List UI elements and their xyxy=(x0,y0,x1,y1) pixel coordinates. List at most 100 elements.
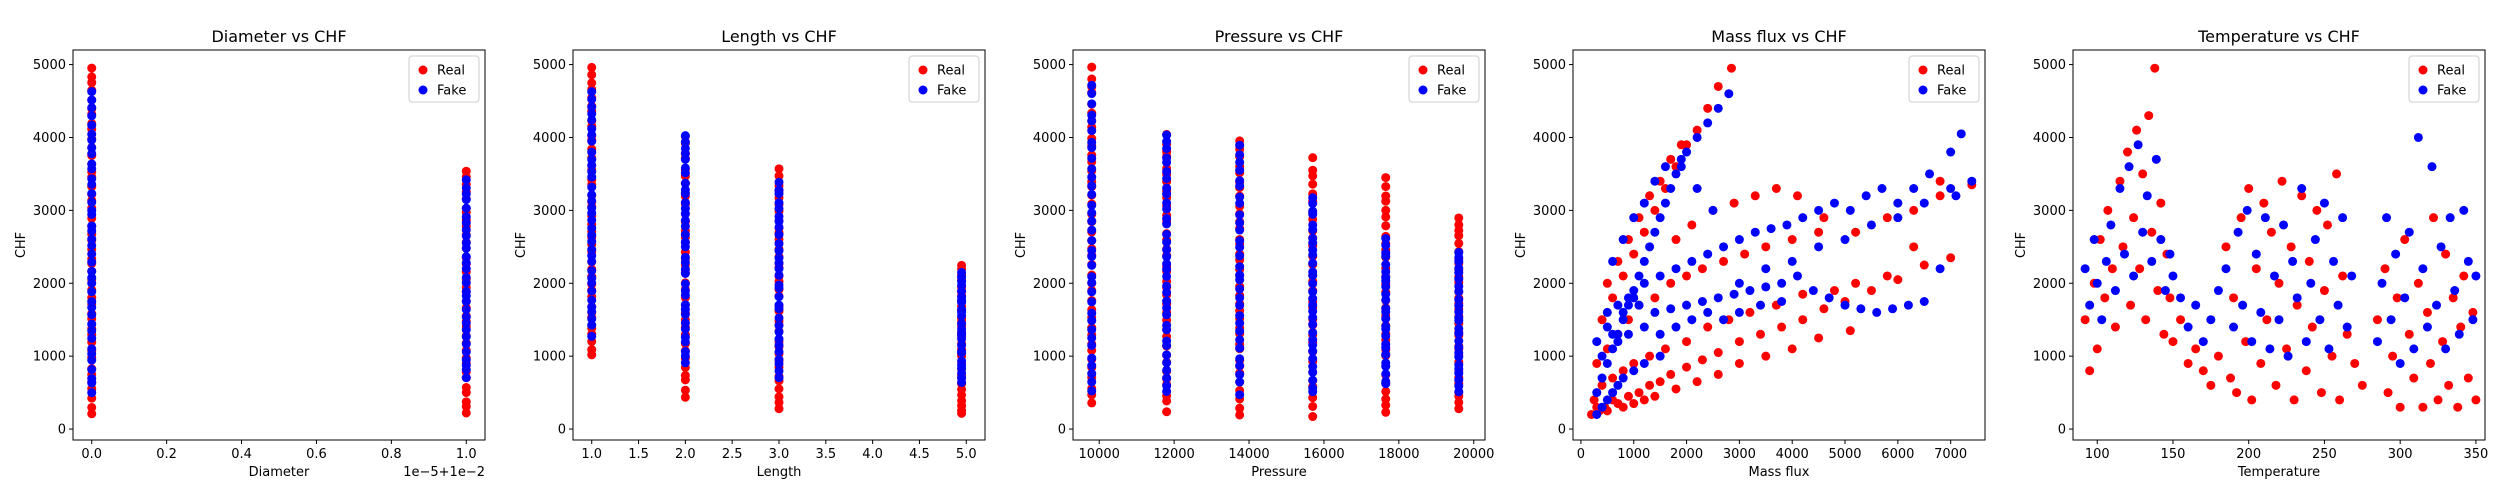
x-axis-label: Length xyxy=(757,465,802,480)
series-real-point xyxy=(2256,358,2266,368)
y-tick-label: 3000 xyxy=(2033,204,2066,219)
series-fake-point xyxy=(774,211,784,221)
series-fake-point xyxy=(2151,154,2161,164)
plot-frame xyxy=(1072,49,1486,441)
series-fake-point xyxy=(774,334,784,344)
series-fake-point xyxy=(1162,252,1172,262)
series-fake-point xyxy=(774,373,784,383)
series-real-point xyxy=(2301,366,2311,376)
series-fake-point xyxy=(1761,264,1771,274)
x-tick-label: 5000 xyxy=(1828,447,1861,462)
series-fake-point xyxy=(2089,235,2099,245)
series-fake-point xyxy=(1087,225,1097,235)
data-points xyxy=(87,63,471,419)
series-real-point xyxy=(1629,358,1639,368)
series-real-point xyxy=(1787,235,1797,245)
series-real-point xyxy=(1692,125,1702,135)
x-axis-label: Temperature xyxy=(2237,465,2320,480)
series-real-point xyxy=(1703,103,1713,113)
series-fake-point xyxy=(2283,351,2293,361)
series-fake-point xyxy=(1761,282,1771,292)
chart-title: Pressure vs CHF xyxy=(1215,27,1344,46)
series-fake-point xyxy=(2441,344,2451,354)
series-fake-point xyxy=(1308,319,1318,329)
series-fake-point xyxy=(587,331,597,341)
x-tick-label: 2.5 xyxy=(722,447,743,462)
series-fake-point xyxy=(87,249,97,259)
series-fake-point xyxy=(1162,358,1172,368)
series-fake-point xyxy=(1235,210,1245,220)
series-fake-point xyxy=(1235,335,1245,345)
series-fake-point xyxy=(1162,143,1172,153)
series-fake-point xyxy=(2333,300,2343,310)
series-fake-point xyxy=(87,319,97,329)
legend-marker-real xyxy=(918,65,928,75)
series-fake-point xyxy=(87,103,97,113)
legend-label-real: Real xyxy=(1937,64,1965,79)
series-real-point xyxy=(2092,344,2102,354)
series-fake-point xyxy=(1308,233,1318,243)
series-fake-point xyxy=(1592,337,1602,347)
series-real-point xyxy=(1713,81,1723,91)
series-fake-point xyxy=(587,102,597,112)
series-fake-point xyxy=(587,251,597,261)
series-real-point xyxy=(87,72,97,82)
series-fake-point xyxy=(587,155,597,165)
y-tick-label: 5000 xyxy=(533,58,566,73)
series-fake-point xyxy=(1840,300,1850,310)
legend-label-fake: Fake xyxy=(1437,84,1466,99)
x-tick-label: 2000 xyxy=(1670,447,1703,462)
series-fake-point xyxy=(2459,205,2469,215)
series-fake-point xyxy=(1623,329,1633,339)
series-fake-point xyxy=(87,221,97,231)
series-fake-point xyxy=(2292,293,2302,303)
series-real-point xyxy=(1792,191,1802,201)
series-fake-point xyxy=(1692,132,1702,142)
series-real-point xyxy=(2251,264,2261,274)
series-fake-point xyxy=(680,318,690,328)
series-fake-point xyxy=(1872,307,1882,317)
series-fake-point xyxy=(1308,267,1318,277)
series-real-point xyxy=(461,166,471,176)
series-real-point xyxy=(2271,380,2281,390)
series-real-point xyxy=(2232,388,2242,398)
series-fake-point xyxy=(587,320,597,330)
series-fake-point xyxy=(1719,242,1729,252)
series-fake-point xyxy=(680,178,690,188)
legend-marker-real xyxy=(2418,65,2428,75)
series-fake-point xyxy=(1235,157,1245,167)
series-fake-point xyxy=(1666,184,1676,194)
series-real-point xyxy=(1719,256,1729,266)
series-real-point xyxy=(1623,391,1633,401)
series-fake-point xyxy=(87,234,97,244)
series-real-point xyxy=(2141,315,2151,325)
series-fake-point xyxy=(461,286,471,296)
series-fake-point xyxy=(1618,235,1628,245)
series-fake-point xyxy=(1162,137,1172,147)
series-real-point xyxy=(2388,351,2398,361)
series-fake-point xyxy=(2133,140,2143,150)
data-points xyxy=(587,62,967,418)
series-fake-point xyxy=(1235,377,1245,387)
series-fake-point xyxy=(1308,328,1318,338)
series-fake-point xyxy=(1087,377,1097,387)
series-fake-point xyxy=(1235,218,1245,228)
series-fake-point xyxy=(87,111,97,121)
y-tick-label: 4000 xyxy=(1033,131,1066,146)
series-fake-point xyxy=(2413,132,2423,142)
series-real-point xyxy=(2221,242,2231,252)
x-tick-label: 18000 xyxy=(1378,447,1419,462)
series-fake-point xyxy=(1697,296,1707,306)
series-fake-point xyxy=(1814,205,1824,215)
chart-panel: 100 150 200 250 300 350 0 1000 2000 3000 4000 5000 T… xyxy=(2014,27,2488,480)
x-tick-label: 5.0 xyxy=(956,447,977,462)
series-real-point xyxy=(2165,293,2175,303)
series-fake-point xyxy=(2319,198,2329,208)
series-fake-point xyxy=(1162,213,1172,223)
series-real-point xyxy=(680,370,690,380)
series-fake-point xyxy=(1613,380,1623,390)
series-fake-point xyxy=(1666,304,1676,314)
series-fake-point xyxy=(1381,240,1391,250)
series-real-point xyxy=(1682,337,1692,347)
series-real-point xyxy=(2176,315,2186,325)
